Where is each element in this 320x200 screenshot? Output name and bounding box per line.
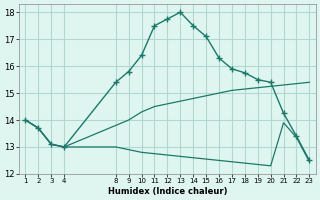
X-axis label: Humidex (Indice chaleur): Humidex (Indice chaleur) bbox=[108, 187, 227, 196]
